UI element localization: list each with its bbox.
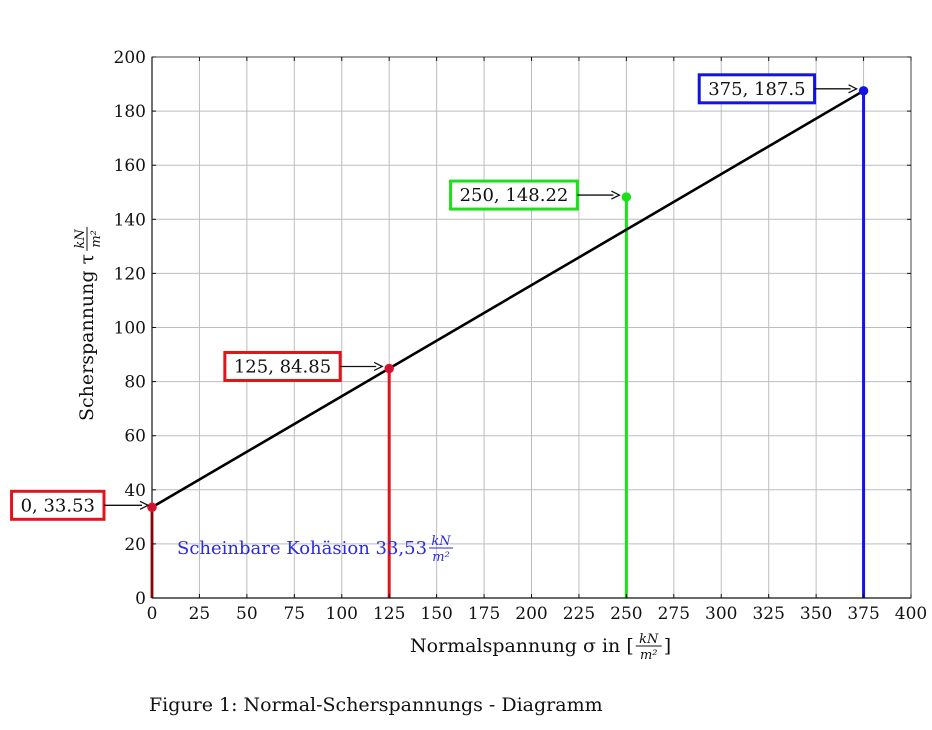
arrow-head <box>139 500 150 510</box>
y-tick-label: 200 <box>114 48 146 68</box>
x-axis-label-unit-den: m² <box>640 648 658 663</box>
x-tick-label: 175 <box>468 604 500 624</box>
x-tick-label: 150 <box>420 604 452 624</box>
x-tick-label: 125 <box>373 604 405 624</box>
x-tick-label: 250 <box>610 604 642 624</box>
x-tick-label: 75 <box>283 604 305 624</box>
x-axis-label-unit-num: kN <box>639 632 659 647</box>
x-tick-label: 100 <box>326 604 358 624</box>
x-axis-label-prefix: Normalspannung σ in [ <box>410 635 634 657</box>
point-label-box <box>449 179 579 211</box>
data-points <box>147 86 869 513</box>
fit-line <box>151 89 865 509</box>
y-tick-label: 100 <box>114 319 146 339</box>
x-tick-label: 50 <box>236 604 258 624</box>
x-tick-label: 275 <box>658 604 690 624</box>
data-point <box>384 363 394 374</box>
arrow-head <box>848 84 859 94</box>
arrow-head <box>373 361 384 372</box>
point-label: 0, 33.53 <box>21 495 95 516</box>
data-point <box>147 502 157 513</box>
grid <box>151 56 912 599</box>
y-tick-label: 140 <box>114 210 146 230</box>
y-tick-label: 180 <box>114 102 146 122</box>
cohesion-unit-den: m² <box>432 550 450 565</box>
data-point <box>621 192 632 202</box>
vertical-markers <box>150 90 866 598</box>
x-tick-label: 400 <box>895 604 927 624</box>
y-axis-label-prefix: Scherspannung τ <box>76 254 98 421</box>
point-annotations: 0, 33.53 125, 84.85 250, 148.22 375, 187.5 <box>10 73 859 521</box>
point-label-box <box>10 489 106 521</box>
y-tick-label: 160 <box>114 156 146 176</box>
x-tick-label: 25 <box>189 604 211 624</box>
arrow-head <box>611 190 621 200</box>
y-axis-label-unit-den: m² <box>89 230 104 248</box>
tick-labels: 0 25 50 75 100 125 150 175 200 225 250 275 300 325 350… <box>114 48 928 624</box>
x-tick-label: 225 <box>563 604 595 624</box>
x-tick-label: 350 <box>800 604 832 624</box>
figure-caption: Figure 1: Normal-Scherspannungs - Diagra… <box>149 694 603 716</box>
x-tick-label: 325 <box>752 604 784 624</box>
x-tick-label: 300 <box>705 604 737 624</box>
y-tick-label: 120 <box>114 264 146 284</box>
x-tick-label: 200 <box>515 604 547 624</box>
x-tick-label: 375 <box>847 604 879 624</box>
y-tick-label: 20 <box>124 535 146 555</box>
point-label-box <box>697 73 817 105</box>
point-label: 250, 148.22 <box>460 185 569 206</box>
x-tick-label: 0 <box>147 604 158 624</box>
point-label: 125, 84.85 <box>234 356 331 377</box>
fit-line-layer <box>151 89 865 509</box>
cohesion-text: Scheinbare Kohäsion 33,53 <box>177 538 427 559</box>
point-label-box <box>223 350 342 382</box>
y-tick-label: 0 <box>135 589 146 609</box>
y-axis-label-unit-num: kN <box>73 229 88 249</box>
y-tick-label: 40 <box>124 481 146 501</box>
y-tick-label: 80 <box>124 373 146 393</box>
axis-labels: Normalspannung σ in [kNm²]Scherspannung … <box>73 226 671 663</box>
data-point <box>858 86 869 96</box>
x-axis-label-suffix: ] <box>664 635 671 657</box>
y-tick-label: 60 <box>124 427 146 447</box>
cohesion-unit-num: kN <box>431 534 451 549</box>
y-axis-label: Scherspannung τ kN m² <box>73 226 104 421</box>
point-label: 375, 187.5 <box>708 79 805 100</box>
